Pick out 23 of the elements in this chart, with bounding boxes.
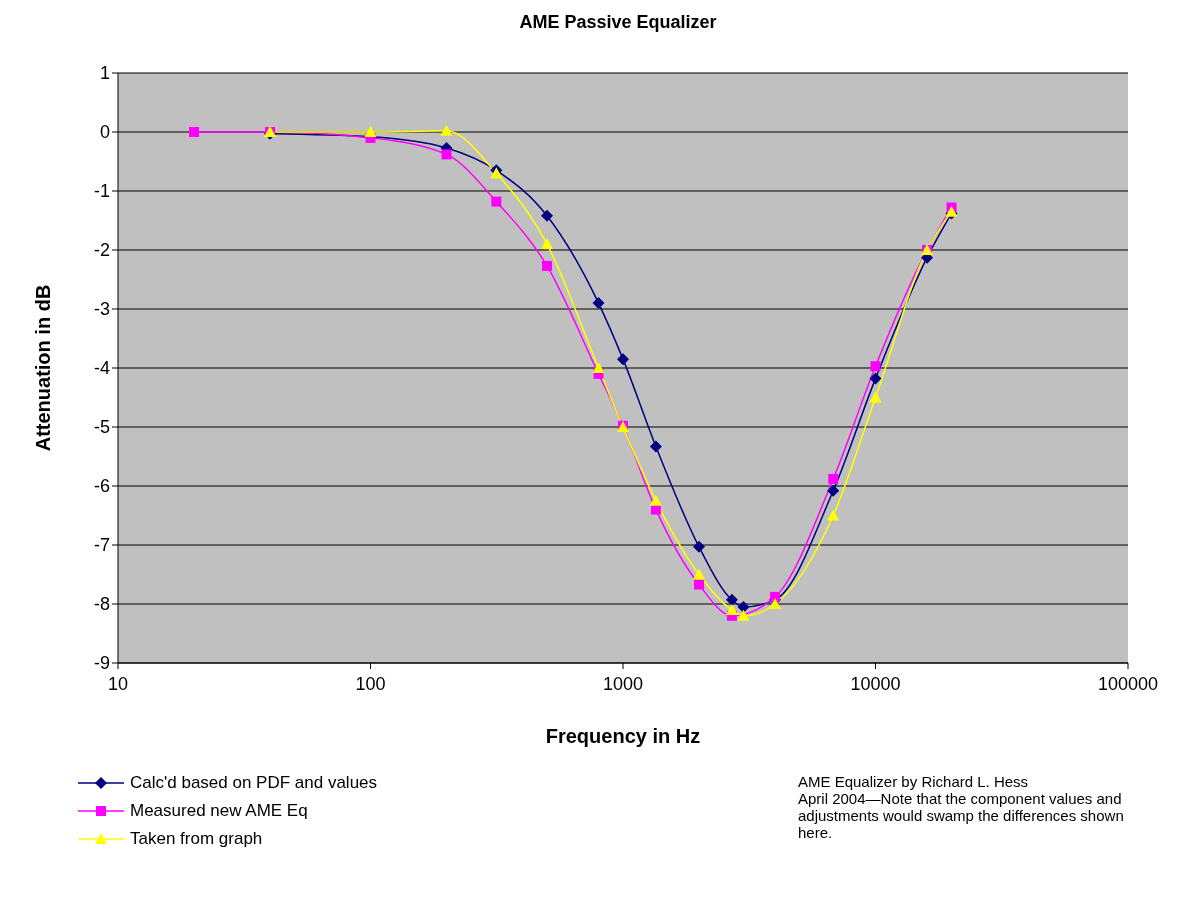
y-tick-label: 0 (99, 122, 110, 143)
y-tick-label: -9 (93, 653, 110, 674)
x-axis-title: Frequency in Hz (545, 725, 701, 747)
y-tick-label: -8 (93, 594, 110, 615)
x-tick-label: 10 (107, 673, 129, 694)
y-tick-label: -6 (93, 476, 110, 497)
y-tick-label: -5 (93, 417, 110, 438)
text: AME Equalizer by Richard L. Hess April 2004—Note that the component values and adjustments would swamp the differences shown here. (798, 773, 1125, 841)
y-axis-title: Attenuation in dB (32, 284, 55, 452)
x-tick-label: 10000 (850, 673, 901, 694)
y-tick-label: 1 (99, 63, 110, 84)
legend-label: Calc'd based on PDF and values (130, 773, 378, 793)
legend-label: Measured new AME Eq (130, 801, 308, 821)
legend-label: Taken from graph (130, 829, 263, 849)
y-tick-label: -7 (93, 535, 110, 556)
x-tick-label: 1000 (602, 673, 644, 694)
y-tick-label: -2 (93, 240, 110, 261)
chart-title: AME Passive Equalizer (518, 12, 718, 33)
y-tick-label: -3 (93, 299, 110, 320)
x-tick-label: 100000 (1097, 673, 1159, 694)
x-tick-label: 100 (355, 673, 386, 694)
y-tick-label: -4 (93, 358, 110, 379)
y-tick-label: -1 (93, 181, 110, 202)
